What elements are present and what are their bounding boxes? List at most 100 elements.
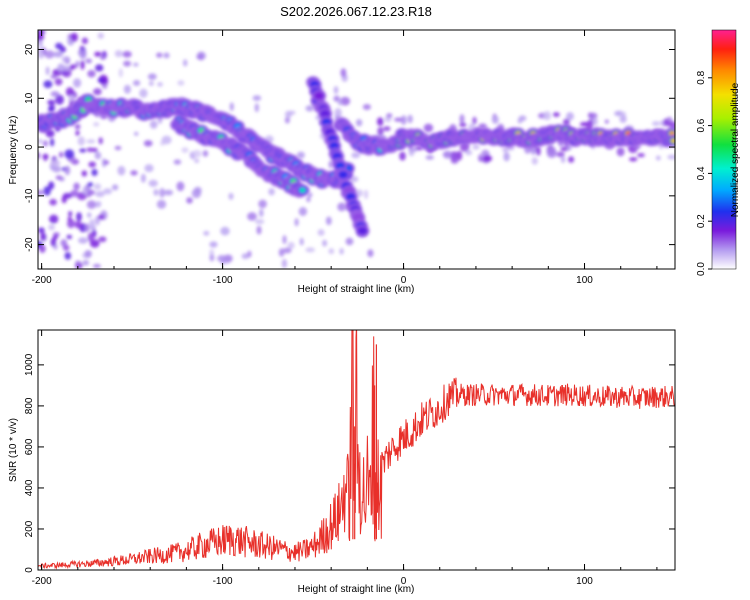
noise-blob <box>50 237 57 247</box>
noise-blob <box>333 86 339 95</box>
x-tick-label: 100 <box>576 576 593 587</box>
noise-blob <box>451 151 458 161</box>
noise-blob <box>247 250 252 258</box>
noise-blob <box>87 189 94 196</box>
noise-blob <box>364 189 369 200</box>
noise-blob <box>258 199 267 209</box>
noise-blob <box>38 189 45 196</box>
noise-blob <box>536 146 541 156</box>
noise-blob <box>149 120 158 129</box>
ridge-converging-tone <box>333 117 675 156</box>
x-tick-label: 100 <box>576 275 593 286</box>
ridge-mid <box>336 163 344 169</box>
snr-x-label: Height of straight line (km) <box>298 584 415 595</box>
noise-blob <box>39 244 46 253</box>
y-tick-label: 200 <box>24 520 35 537</box>
noise-blob <box>43 153 48 162</box>
x-tick-label: 0 <box>401 576 407 587</box>
noise-blob <box>49 214 59 224</box>
noise-blob <box>192 149 202 158</box>
noise-blob <box>123 60 132 67</box>
noise-blob <box>298 207 308 216</box>
noise-blob <box>367 249 374 258</box>
noise-blob <box>209 241 218 248</box>
noise-blob <box>38 227 45 234</box>
x-tick-label: 0 <box>401 275 407 286</box>
noise-blob <box>44 50 55 59</box>
y-tick-label: 400 <box>24 479 35 496</box>
noise-blob <box>337 100 343 106</box>
noise-blob <box>123 84 131 94</box>
noise-blob <box>95 191 105 198</box>
noise-blob <box>80 60 85 70</box>
noise-blob <box>133 131 139 136</box>
noise-blob <box>328 248 335 255</box>
colorbar-tick-label: 0.4 <box>696 166 707 180</box>
noise-blob <box>111 184 119 191</box>
noise-blob <box>229 102 234 112</box>
noise-blob <box>268 188 275 196</box>
noise-blob <box>655 155 661 161</box>
noise-blob <box>181 147 189 153</box>
noise-blob <box>287 241 295 250</box>
noise-blob <box>85 58 93 64</box>
noise-blob <box>50 159 61 167</box>
noise-blob <box>69 65 75 70</box>
noise-blob <box>90 239 100 248</box>
noise-blob <box>144 164 154 173</box>
noise-blob <box>82 260 90 266</box>
noise-blob <box>74 123 81 130</box>
ridge-main-tone <box>38 93 355 189</box>
noise-blob <box>114 145 122 151</box>
noise-blob <box>256 225 262 235</box>
noise-blob <box>86 139 96 144</box>
ridge-mid <box>330 143 338 149</box>
ridge-body <box>338 170 349 179</box>
y-tick-label: -20 <box>24 237 35 252</box>
noise-blob <box>425 155 435 160</box>
noise-blob <box>502 147 509 153</box>
ridge-descending-streak <box>306 76 370 237</box>
noise-blob <box>61 56 71 63</box>
ridge-body <box>345 192 356 201</box>
noise-blob <box>49 138 55 147</box>
noise-blob <box>132 80 141 86</box>
noise-blob <box>114 50 123 58</box>
noise-blob <box>64 252 72 260</box>
noise-blob <box>177 80 185 86</box>
noise-blob <box>345 237 354 246</box>
noise-blob <box>220 226 230 236</box>
noise-blob <box>284 116 290 124</box>
y-tick-label: 10 <box>24 92 35 104</box>
y-tick-label: 20 <box>24 44 35 56</box>
noise-blob <box>130 170 138 176</box>
noise-blob <box>86 212 92 218</box>
chart-title: S202.2026.067.12.23.R18 <box>280 4 432 19</box>
noise-blob <box>362 104 371 110</box>
noise-blob <box>407 114 413 124</box>
ridge-core <box>669 131 675 136</box>
noise-blob <box>196 55 204 60</box>
ridge-core <box>85 97 91 102</box>
noise-blob <box>281 258 288 269</box>
ridge-mid <box>323 119 331 125</box>
y-tick-label: 600 <box>24 438 35 455</box>
noise-blob <box>616 147 625 157</box>
noise-blob <box>67 216 72 221</box>
noise-blob <box>278 248 285 257</box>
x-tick-label: -100 <box>213 275 233 286</box>
noise-blob <box>92 263 101 269</box>
noise-blob <box>70 190 79 197</box>
noise-blob <box>531 157 538 165</box>
noise-blob <box>568 156 575 163</box>
noise-blob <box>339 248 344 255</box>
noise-blob <box>203 230 210 236</box>
noise-blob <box>563 118 570 126</box>
spectrogram-y-label: Frequency (Hz) <box>8 116 19 185</box>
noise-blob <box>182 59 188 67</box>
noise-blob <box>94 151 102 160</box>
x-tick-label: -100 <box>213 576 233 587</box>
noise-blob <box>459 122 467 127</box>
ridge-body <box>320 109 331 118</box>
